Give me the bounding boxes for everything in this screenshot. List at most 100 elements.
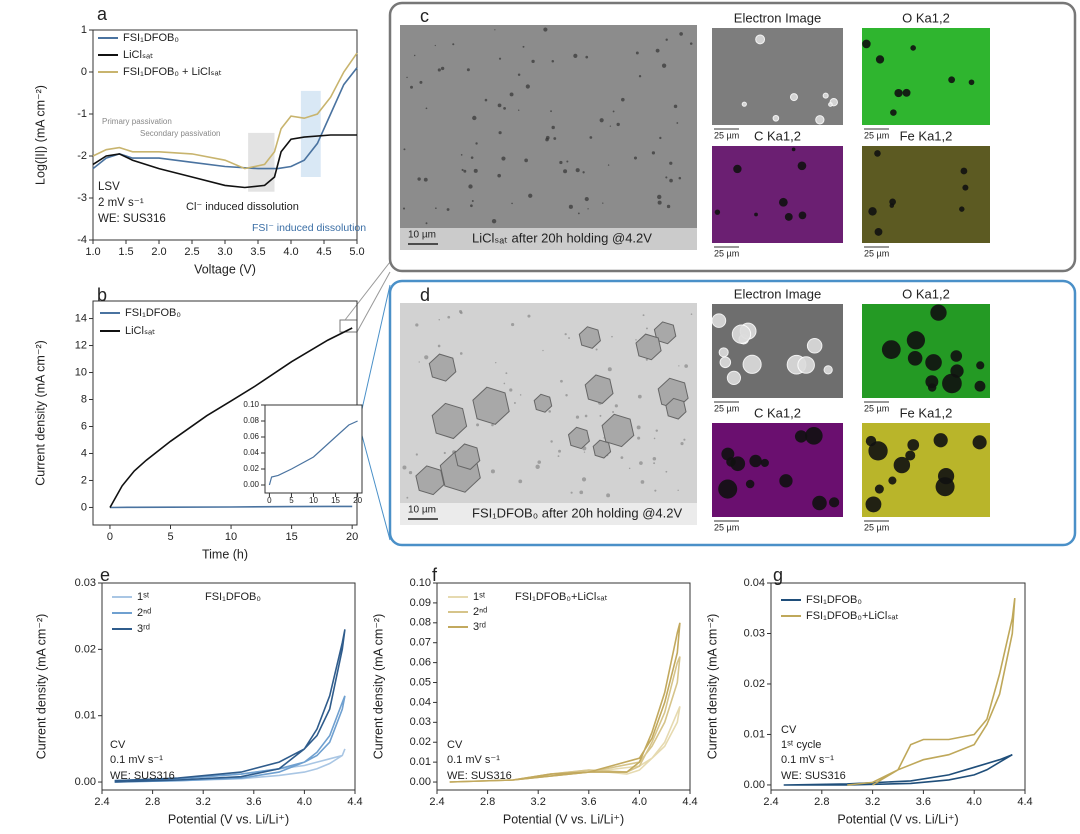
panel-label: a [97, 4, 108, 24]
y-tick-label: 2 [81, 474, 87, 486]
x-tick-label: 0 [107, 531, 113, 543]
map-void [907, 439, 920, 451]
x-tick-label: 4.5 [316, 246, 331, 258]
sem-speck [417, 177, 421, 181]
y-tick-label: 0.01 [744, 728, 765, 740]
x-tick-label: 20 [346, 531, 358, 543]
map-void [910, 45, 916, 51]
sem-speck [651, 151, 656, 155]
x-tick-label: 10 [309, 496, 318, 505]
map-void [890, 109, 897, 116]
x-tick-label: 2.4 [763, 796, 778, 808]
series-line [109, 327, 353, 508]
map-void [930, 304, 947, 321]
sem-speck [402, 207, 406, 210]
sem-speck [517, 73, 521, 77]
map-particle [828, 102, 833, 107]
panel-label: f [432, 565, 438, 585]
map-particle [719, 356, 732, 369]
annotation: FSI⁻ induced dissolution [252, 222, 366, 234]
map-void [745, 479, 755, 489]
sem-speck [531, 59, 535, 64]
map-void [907, 351, 923, 366]
connectors [339, 261, 391, 541]
sem-speck [659, 136, 662, 140]
sem-speck [563, 169, 568, 174]
y-axis-label: Current density (mA cm⁻²) [705, 614, 719, 760]
sem-speck [434, 44, 436, 47]
series-line [783, 753, 1013, 786]
sem-speck [575, 415, 580, 419]
map-void [868, 207, 877, 216]
map-particle [797, 356, 815, 374]
series-line [109, 505, 353, 509]
y-tick-label: 0.08 [410, 617, 431, 629]
annotation: LSV [98, 181, 120, 193]
sem-speck [518, 479, 523, 484]
x-tick-label: 4.0 [297, 796, 312, 808]
image-caption: FSI₁DFOB₀ after 20h holding @4.2V [472, 505, 682, 520]
sem-speck [575, 168, 580, 173]
map-void [962, 184, 969, 191]
panel-label: c [420, 6, 429, 26]
annotation: CV [781, 724, 797, 736]
sem-speck [503, 382, 506, 385]
sem-speck [470, 156, 474, 159]
annotation: Secondary passivation [140, 129, 221, 138]
sem-speck [612, 410, 615, 413]
annotation: 1ˢᵗ cycle [781, 739, 821, 751]
sem-speck [689, 42, 693, 45]
sem-crystal [578, 326, 601, 349]
map-void [950, 350, 963, 362]
sem-speck [628, 467, 631, 470]
x-tick-label: 15 [331, 496, 340, 505]
map-void [829, 497, 840, 508]
sem-speck [415, 323, 419, 327]
sem-speck [690, 313, 693, 315]
map-void [784, 212, 793, 221]
sem-speck [665, 176, 668, 179]
sem-crystal [415, 465, 445, 496]
map-void [935, 477, 955, 497]
x-tick-label: 2.8 [480, 796, 495, 808]
map-void [942, 373, 962, 394]
sem-speck [524, 158, 528, 163]
x-tick-label: 15 [285, 531, 297, 543]
x-tick-label: 4.0 [632, 796, 647, 808]
sem-speck [568, 204, 573, 209]
map-title: C Ka1,2 [754, 128, 801, 143]
sem-speck [636, 425, 641, 430]
map-scale-label: 25 µm [714, 248, 739, 258]
sem-speck [472, 115, 477, 121]
sem-speck [543, 27, 548, 32]
sem-speck [559, 160, 563, 165]
legend-label: FSI₁DFOB₀+LiClₛₐₜ [806, 610, 899, 622]
map-void [905, 450, 916, 461]
x-tick-label: 2.4 [429, 796, 444, 808]
map-title: C Ka1,2 [754, 405, 801, 420]
sem-speck [606, 493, 611, 498]
map-void [881, 340, 901, 359]
shaded-region [248, 132, 275, 192]
sem-speck [635, 339, 637, 341]
map-void [874, 227, 883, 236]
sem-speck [495, 361, 497, 364]
series-line [449, 656, 681, 783]
sem-crystal [428, 353, 457, 382]
map-void [760, 458, 769, 467]
sem-speck [501, 156, 506, 161]
y-tick-label: 0.06 [410, 657, 431, 669]
map-title: Fe Ka1,2 [900, 405, 953, 420]
sem-speck [505, 372, 508, 375]
panel-label: d [420, 285, 430, 305]
sem-speck [458, 309, 463, 314]
x-tick-label: 4.4 [347, 796, 362, 808]
image-caption: LiClₛₐₜ after 20h holding @4.2V [472, 230, 652, 245]
sem-speck [408, 471, 413, 475]
sem-speck [642, 314, 645, 317]
sem-speck [425, 107, 428, 110]
sem-speck [423, 177, 428, 182]
y-tick-label: 0 [81, 66, 87, 78]
sem-speck [491, 423, 494, 427]
